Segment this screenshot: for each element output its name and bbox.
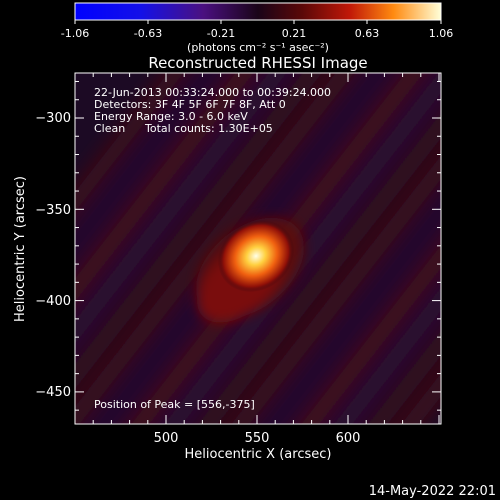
y-tick-label: −350 (35, 203, 71, 218)
stripe (141, 73, 441, 424)
colorbar-tick-label: 1.06 (429, 27, 454, 40)
stripe (75, 73, 275, 424)
flare-source (217, 219, 295, 293)
image-title: Reconstructed RHESSI Image (148, 54, 367, 72)
stripe (209, 73, 441, 424)
info-time-range: 22-Jun-2013 00:33:24.000 to 00:39:24.000 (94, 86, 331, 99)
y-tick-label: −450 (35, 385, 71, 400)
stripe (75, 73, 411, 424)
colorbar-tick-label: -0.63 (134, 27, 162, 40)
info-energy-range: Energy Range: 3.0 - 6.0 keV (94, 110, 248, 123)
x-tick-label: 600 (336, 431, 361, 446)
x-tick-label: 550 (245, 431, 270, 446)
colorbar-tick-marks (74, 20, 442, 24)
colorbar-gradient (74, 2, 442, 21)
stripe (107, 73, 441, 424)
x-tick-label: 500 (154, 431, 179, 446)
colorbar-unit-label: (photons cm⁻² s⁻¹ asec⁻²) (187, 41, 329, 54)
colorbar-tick-label: -0.21 (207, 27, 235, 40)
y-axis-label: Heliocentric Y (arcsec) (13, 176, 28, 322)
stripe (75, 73, 309, 424)
colorbar-tick-label: 0.63 (355, 27, 380, 40)
stripe (75, 73, 343, 424)
info-total-counts: Total counts: 1.30E+05 (144, 122, 273, 135)
x-axis-label: Heliocentric X (arcsec) (185, 447, 332, 462)
colorbar: -1.06 -0.63 -0.21 0.21 0.63 1.06 (photon… (61, 2, 454, 54)
stripe (243, 73, 441, 424)
stripe (75, 73, 377, 424)
stripe (175, 73, 441, 424)
stripe (311, 73, 441, 424)
timestamp: 14-May-2022 22:01 (369, 484, 496, 499)
y-tick-label: −300 (35, 111, 71, 126)
stripe (277, 73, 441, 424)
y-tick-label: −400 (35, 294, 71, 309)
info-detectors: Detectors: 3F 4F 5F 6F 7F 8F, Att 0 (94, 98, 286, 111)
colorbar-tick-label: -1.06 (61, 27, 89, 40)
axis-ticks (74, 73, 441, 424)
peak-position: Position of Peak = [556,-375] (94, 398, 255, 411)
stripe (75, 73, 241, 424)
info-method: Clean (94, 122, 125, 135)
plot-frame (74, 72, 442, 425)
colorbar-tick-label: 0.21 (282, 27, 307, 40)
